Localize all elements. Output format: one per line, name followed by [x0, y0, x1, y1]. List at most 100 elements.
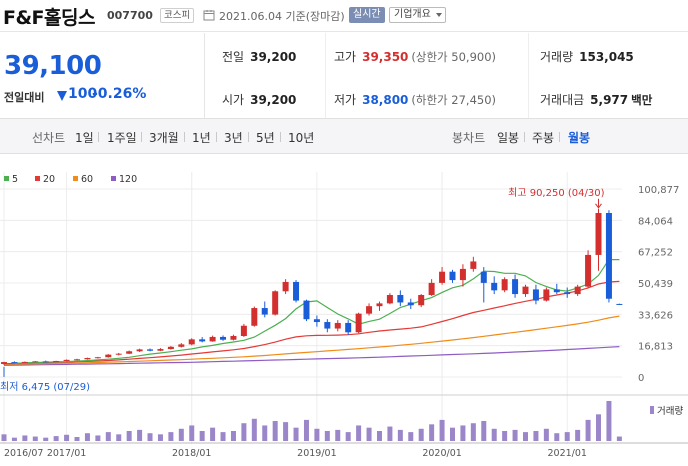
candle-body: [470, 261, 477, 269]
y-tick-label: 50,439: [638, 279, 673, 290]
candle-body: [439, 271, 446, 283]
volume-bar: [512, 429, 518, 441]
x-tick-label: 2019/01: [297, 448, 336, 459]
volume-bar: [293, 427, 299, 441]
volume-bar: [314, 428, 320, 441]
tab-3m[interactable]: 3개월: [149, 131, 179, 145]
tab-weekly[interactable]: 주봉: [532, 131, 555, 145]
stat-low: 저가 38,800 (하한가 27,450): [334, 91, 496, 108]
tab-1d[interactable]: 1일: [75, 131, 94, 145]
volume-bar: [168, 432, 174, 441]
volume-bar: [64, 434, 70, 441]
candle-body: [63, 359, 70, 361]
volume-bar: [22, 435, 28, 441]
x-axis: 2016/07 2017/01 2018/01 2019/01 2020/01 2021/…: [4, 448, 587, 459]
change-amount: 100: [68, 86, 98, 102]
volume-bar: [272, 421, 278, 441]
volume-bar: [418, 428, 424, 441]
stat-open: 시가 39,200: [222, 91, 296, 108]
change-percent: -0.26%: [92, 86, 147, 102]
upper-limit: (상한가 50,900): [411, 50, 497, 64]
stat-prev: 전일 39,200: [222, 48, 296, 65]
candle-body: [428, 282, 435, 295]
candle-body: [74, 359, 81, 361]
stock-code: 007700: [107, 9, 153, 22]
tab-divider: [524, 132, 525, 142]
candle-body: [293, 281, 300, 301]
tab-monthly[interactable]: 월봉: [568, 131, 591, 145]
candle-body: [157, 349, 164, 351]
y-tick-label: 0: [638, 373, 644, 384]
candle-body: [188, 339, 195, 345]
volume-bar: [575, 429, 581, 441]
down-triangle-icon: [57, 91, 67, 101]
line-chart-label: 선차트: [32, 131, 66, 145]
volume-bar: [32, 436, 38, 441]
tab-divider: [559, 132, 560, 142]
volume-bar: [356, 425, 362, 441]
volume-bar: [241, 423, 247, 441]
stat-high-value: 39,350: [362, 50, 409, 64]
volume-bar: [303, 419, 309, 441]
tab-5y[interactable]: 5년: [256, 131, 275, 145]
y-tick-label: 16,813: [638, 342, 673, 353]
candle-body: [407, 302, 414, 306]
candle-body: [522, 286, 529, 295]
tab-1y[interactable]: 1년: [192, 131, 211, 145]
tab-3y[interactable]: 3년: [224, 131, 243, 145]
volume-bar: [147, 433, 153, 441]
market-badge: 코스피: [160, 8, 195, 23]
volume-bar: [251, 418, 257, 441]
base-date: 2021.06.04 기준(장마감): [219, 10, 345, 23]
company-info-select[interactable]: 기업개요: [389, 7, 446, 23]
candle-body: [616, 303, 623, 305]
volume-bar: [43, 437, 49, 441]
stat-volume-label: 거래량: [540, 50, 574, 64]
y-tick-label: 67,252: [638, 248, 673, 259]
candles: [1, 208, 623, 365]
candle-body: [282, 281, 289, 292]
candle-body: [334, 322, 341, 329]
candle-body: [84, 357, 91, 360]
volume-bar: [376, 431, 382, 441]
tab-1w[interactable]: 1주일: [107, 131, 137, 145]
volume-bar: [460, 425, 466, 441]
candle-body: [42, 361, 49, 363]
ma20-line: [3, 280, 620, 365]
volume-bar: [606, 401, 612, 441]
tab-divider: [280, 132, 281, 142]
stat-amount-unit: 백만: [631, 93, 653, 107]
candle-body: [313, 319, 320, 323]
volume-bar: [366, 427, 372, 441]
candle-body: [240, 325, 247, 336]
x-tick-label: 2020/01: [422, 448, 461, 459]
stat-prev-label: 전일: [222, 50, 245, 64]
volume-bar: [554, 433, 560, 441]
tab-10y[interactable]: 10년: [288, 131, 315, 145]
volume-bar: [178, 428, 184, 441]
stat-open-value: 39,200: [250, 93, 297, 107]
chart-period-tabs: 선차트 1일 1주일 3개월 1년 3년 5년 10년 봉차트 일봉 주봉 월봉: [0, 118, 688, 154]
volume-bar: [345, 432, 351, 441]
candle-body: [220, 336, 227, 340]
volume-bar: [262, 425, 268, 441]
volume-bar: [564, 432, 570, 441]
volume-bar: [596, 414, 602, 441]
volume-bar: [449, 427, 455, 441]
volume-bar: [116, 434, 122, 441]
stock-chart[interactable]: 5 20 60 120 100,877 84,064 67,252 50,439 33,626…: [0, 154, 688, 466]
candle-body: [209, 336, 216, 342]
volume-bars: 거래량: [1, 401, 683, 441]
candlestick-chart[interactable]: 5 20 60 120 100,877 84,064 67,252 50,439 33,626…: [0, 154, 688, 466]
x-tick-label: 2017/01: [47, 448, 86, 459]
tab-daily[interactable]: 일봉: [497, 131, 520, 145]
candle-body: [512, 279, 519, 295]
y-tick-label: 33,626: [638, 310, 673, 321]
live-button[interactable]: 실시간: [349, 7, 385, 23]
chart-legend: 5 20 60 120: [4, 174, 137, 185]
candle-body: [418, 294, 425, 306]
candle-body: [564, 292, 571, 295]
legend-label: 20: [43, 174, 55, 185]
candle-body: [53, 360, 60, 362]
volume-bar: [157, 434, 163, 441]
